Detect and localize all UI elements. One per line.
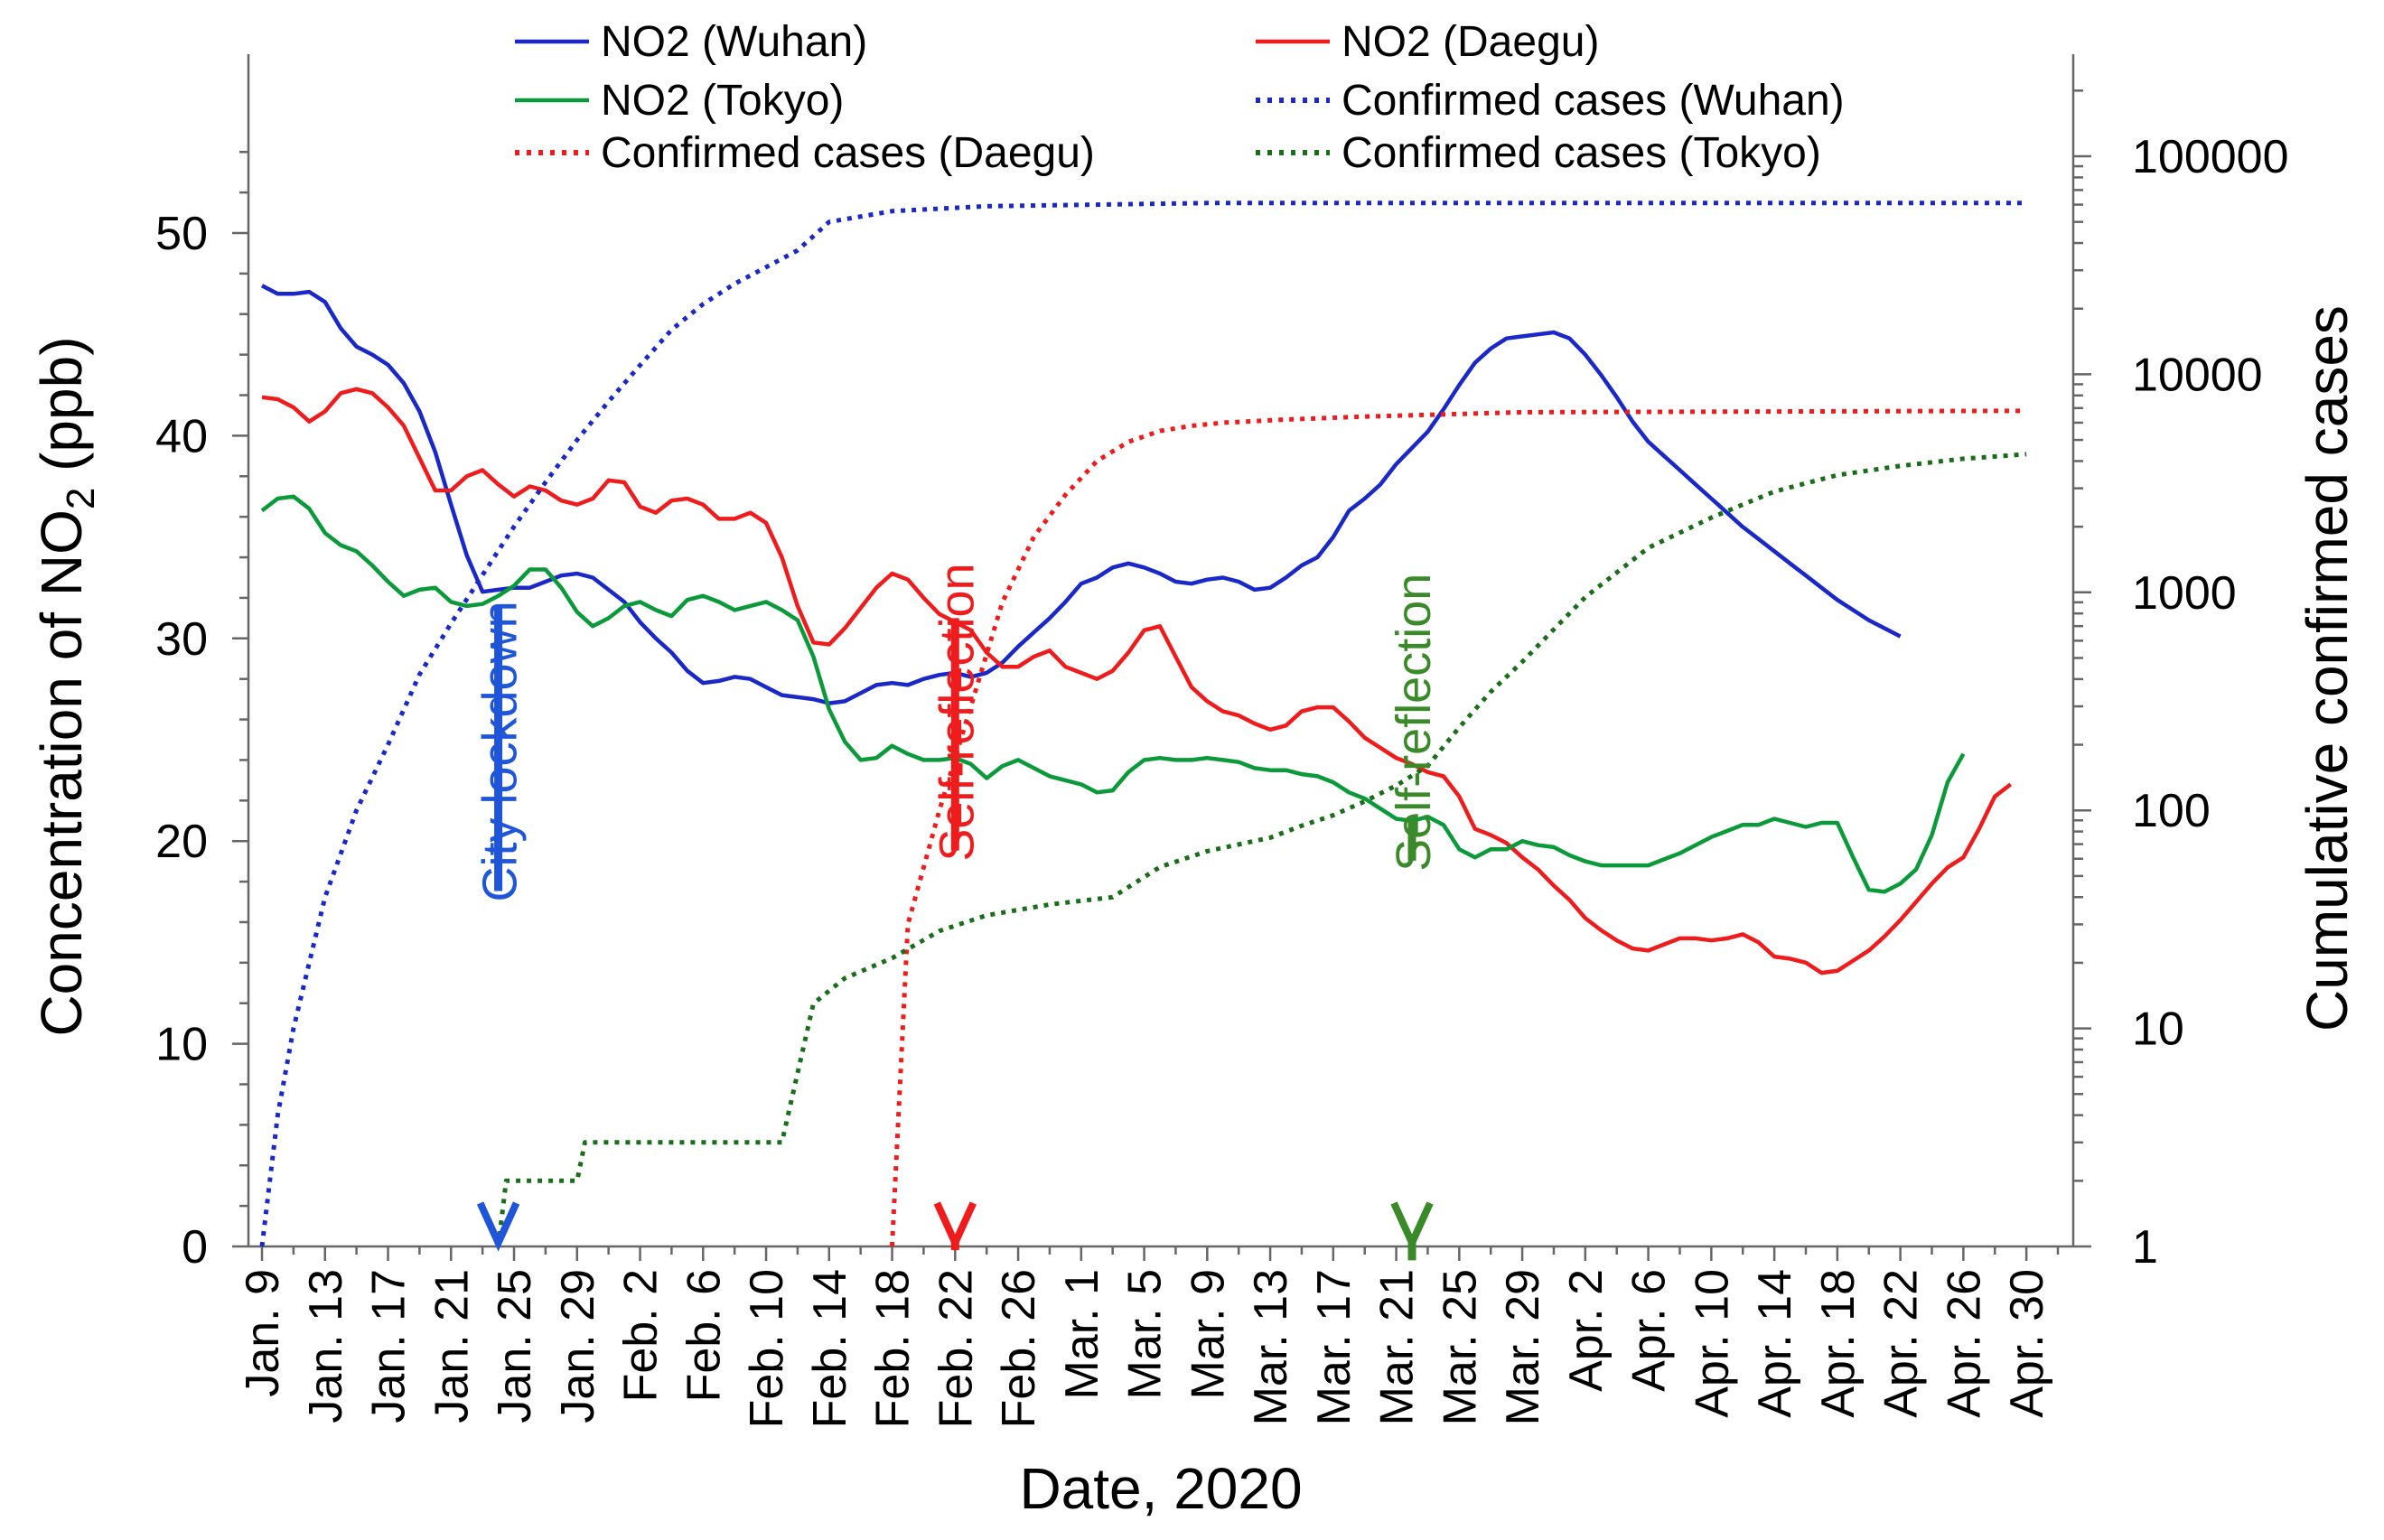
x-tick-label: Apr. 10 [1686,1269,1738,1418]
annotation-label-1: City lockdown [473,601,528,901]
y-right-tick-label: 1 [2132,1221,2158,1274]
y-axis-left-title-unit: (ppb) [29,336,94,487]
legend-label-6: Confirmed cases (Tokyo) [1342,129,1821,177]
x-tick-label: Apr. 14 [1749,1269,1801,1418]
x-tick-label: Feb. 18 [867,1269,920,1428]
x-tick-label: Apr. 6 [1623,1269,1676,1392]
annotation-arrow-head-2 [933,1201,977,1252]
x-tick-label: Feb. 26 [993,1269,1045,1428]
y-axis-left-title-sub: 2 [59,488,103,509]
x-tick-label: Mar. 9 [1182,1269,1234,1400]
y-left-tick-label: 30 [155,613,208,666]
y-left-tick-label: 50 [155,208,208,260]
x-tick-label: Mar. 1 [1056,1269,1108,1400]
x-tick-label: Jan. 29 [552,1269,604,1423]
legend-label-4: Confirmed cases (Wuhan) [1342,77,1845,125]
y-left-tick-label: 20 [155,816,208,868]
annotation-arrow-head-3 [1390,1201,1434,1252]
annotation-label-3: Self-reflection [1387,574,1441,872]
legend-label-1: NO2 (Wuhan) [601,18,867,66]
x-tick-label: Feb. 22 [930,1269,982,1428]
x-tick-label: Feb. 2 [615,1269,668,1402]
y-axis-left-title-main: Concentration of NO [29,509,94,1036]
x-tick-label: Apr. 22 [1875,1269,1928,1418]
x-tick-label: Mar. 29 [1497,1269,1549,1425]
x-tick-label: Feb. 6 [678,1269,730,1402]
y-left-tick-label: 10 [155,1019,208,1071]
legend-label-2: NO2 (Daegu) [1342,18,1599,66]
x-tick-label: Jan. 17 [363,1269,416,1423]
x-tick-label: Jan. 25 [489,1269,541,1423]
legend-label-3: NO2 (Tokyo) [601,77,844,125]
x-tick-label: Mar. 21 [1371,1269,1424,1425]
x-tick-label: Mar. 13 [1245,1269,1297,1425]
y-right-tick-label: 10000 [2132,349,2263,401]
y-axis-right-title: Cumulative confirmed cases [2295,305,2360,1031]
y-right-tick-label: 1000 [2132,567,2237,620]
y-left-tick-label: 0 [182,1221,208,1274]
series-confirmed-cases-tokyo [496,452,2027,1247]
x-tick-label: Jan. 13 [300,1269,352,1423]
x-tick-label: Apr. 26 [1938,1269,1990,1418]
series-no2-daegu [261,387,2013,975]
annotation-label-2: Self-reflection [930,563,984,861]
y-right-tick-label: 100 [2132,785,2211,837]
x-axis-title: Date, 2020 [1019,1456,1302,1521]
annotation-arrow-head-1 [476,1201,520,1252]
y-left-tick-label: 40 [155,410,208,462]
y-right-tick-label: 100000 [2132,131,2289,183]
x-tick-label: Mar. 5 [1119,1269,1172,1400]
legend-label-5: Confirmed cases (Daegu) [601,129,1095,177]
x-tick-label: Apr. 18 [1812,1269,1865,1418]
x-tick-label: Feb. 10 [741,1269,793,1428]
x-tick-label: Mar. 17 [1308,1269,1360,1425]
x-tick-label: Jan. 21 [425,1269,478,1423]
x-tick-label: Jan. 9 [237,1269,289,1397]
series-no2-tokyo [260,494,1966,894]
series-confirmed-cases-wuhan [259,201,2027,1247]
y-axis-left-title: Concentration of NO2 (ppb) [29,336,103,1036]
series-confirmed-cases-daegu [890,408,2027,1247]
x-tick-label: Apr. 2 [1560,1269,1613,1392]
y-right-tick-label: 10 [2132,1003,2184,1056]
x-tick-label: Apr. 30 [2001,1269,2053,1418]
x-tick-label: Feb. 14 [804,1269,856,1428]
x-tick-label: Mar. 25 [1434,1269,1486,1425]
